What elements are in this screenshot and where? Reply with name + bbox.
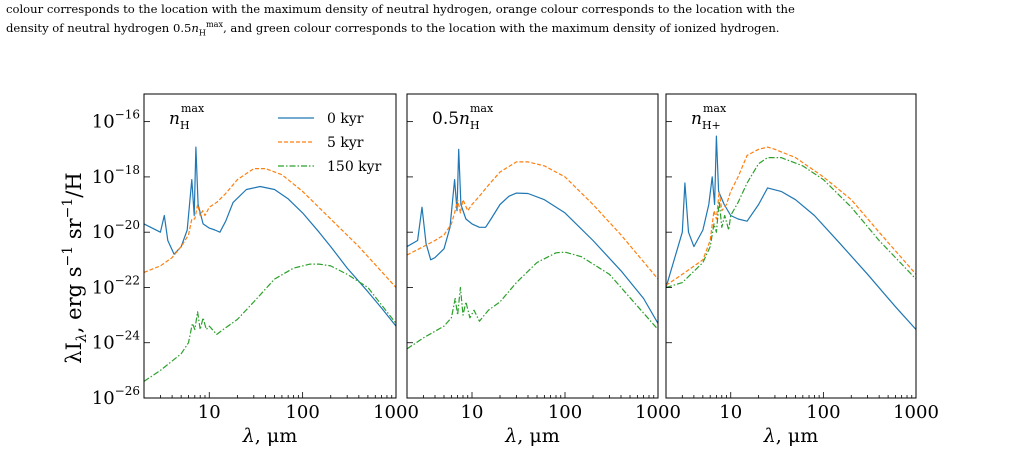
panel-frame — [406, 93, 659, 399]
panel-label-sup: max — [181, 102, 205, 115]
series-line-5-kyr-panel-2 — [407, 161, 658, 280]
panel-label: 0.5nH — [432, 109, 480, 132]
x-tick-label: 1000 — [373, 402, 419, 423]
series-line-150-kyr-panel-1 — [144, 263, 396, 382]
y-axis-label: λIλ, erg s−1 sr−1/H — [60, 172, 90, 363]
ylabel-sr: sr — [62, 217, 86, 245]
series-line-5-kyr-panel-3 — [666, 146, 916, 286]
panel-frame — [143, 93, 397, 399]
series-line-5-kyr-panel-1 — [144, 168, 396, 288]
caption-line-2: density of neutral hydrogen 0.5nHmax, an… — [6, 19, 1010, 38]
y-tick-label: 10−24 — [92, 329, 141, 354]
legend: 0 kyr 5 kyr 150 kyr — [278, 111, 382, 175]
xlabel-lambda: λ — [504, 425, 517, 447]
xlabel-unit: , μm — [255, 425, 297, 447]
ylabel-main: λI — [62, 342, 86, 364]
xlabel-lambda: λ — [242, 425, 255, 447]
y-tick-label: 10−16 — [92, 108, 140, 133]
caption-math-n: n — [191, 21, 199, 35]
series-line-0-kyr-panel-2 — [407, 148, 658, 324]
panel-3: 10 100 1000 λ, μm nH+max — [665, 93, 939, 447]
series-line-0-kyr-panel-1 — [144, 146, 396, 327]
ylabel-sup-2: −1 — [60, 198, 76, 219]
x-tick-label: 100 — [548, 402, 582, 423]
x-tick-label: 10 — [719, 402, 742, 423]
x-tick-label: 10 — [198, 402, 221, 423]
y-tick-label: 10−18 — [92, 163, 140, 188]
figure-caption: colour corresponds to the location with … — [6, 0, 1010, 38]
legend-label-0kyr: 0 kyr — [327, 111, 364, 127]
x-tick-label: 1000 — [893, 402, 939, 423]
panel-label: nH — [169, 109, 190, 132]
caption-line-1: colour corresponds to the location with … — [6, 2, 795, 16]
legend-label-5kyr: 5 kyr — [327, 135, 364, 151]
x-tick-label: 10 — [461, 402, 484, 423]
series-line-150-kyr-panel-2 — [407, 251, 658, 350]
panel-frame — [665, 93, 917, 399]
ylabel-sup-1: −1 — [60, 246, 76, 267]
panel-1: 10 100 1000 λ, μm 10−16 10−18 10−20 10−22 10−24 1… — [92, 93, 419, 447]
ylabel-rest: , erg s — [62, 266, 86, 333]
ylabel-end: /H — [62, 172, 86, 197]
y-tick-label: 10−22 — [92, 273, 140, 298]
x-tick-label: 1000 — [635, 402, 681, 423]
panel-2: 10 100 1000 λ, μm 0.5nHmax — [406, 93, 681, 447]
caption-math-sub: H — [198, 27, 206, 38]
legend-label-150kyr: 150 kyr — [327, 159, 382, 175]
caption-line-2-start: density of neutral hydrogen 0.5 — [6, 21, 192, 35]
y-tick-label: 10−26 — [92, 384, 140, 409]
series-line-150-kyr-panel-3 — [666, 157, 916, 289]
xlabel-unit: , μm — [517, 425, 559, 447]
panel-label-sup: max — [703, 102, 727, 115]
x-tick-label: 100 — [285, 402, 319, 423]
series-line-0-kyr-panel-3 — [666, 135, 916, 330]
caption-math-sup: max — [205, 19, 224, 30]
x-axis-label: λ, μm — [504, 425, 560, 447]
panel-label: nH+ — [691, 109, 721, 132]
ylabel-sub: λ — [74, 333, 90, 343]
panel-label-sup: max — [470, 102, 494, 115]
x-axis-label: λ, μm — [763, 425, 819, 447]
caption-line-2-end: , and green colour corresponds to the lo… — [223, 21, 780, 35]
x-tick-label: 100 — [806, 402, 840, 423]
y-tick-label: 10−20 — [92, 218, 140, 243]
xlabel-lambda: λ — [763, 425, 776, 447]
svg-text:λIλ, erg s−1 sr−1/H: λIλ, erg s−1 sr−1/H — [60, 172, 90, 363]
xlabel-unit: , μm — [776, 425, 818, 447]
x-axis-label: λ, μm — [242, 425, 298, 447]
